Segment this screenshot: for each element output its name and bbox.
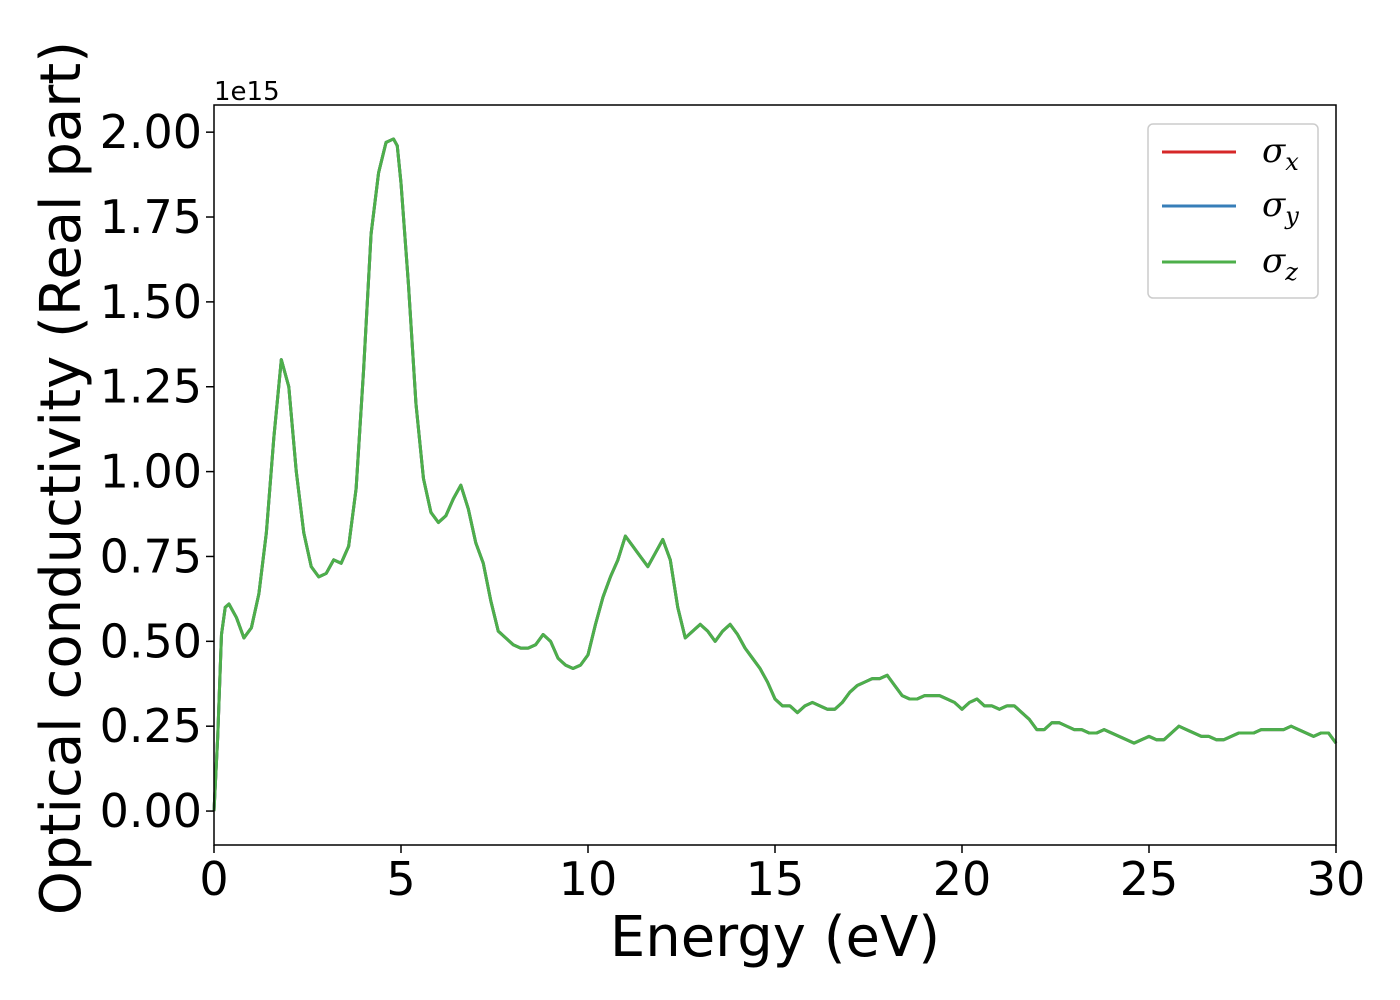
y-axis-label: Optical conductivity (Real part) xyxy=(29,41,94,915)
y-tick-label: 0.75 xyxy=(100,529,202,583)
x-tick-label: 10 xyxy=(559,852,618,906)
legend-label-x: σx xyxy=(1262,131,1299,176)
x-axis-label: Energy (eV) xyxy=(610,905,940,970)
y-axis-ticks: 0.00 0.25 0.50 0.75 1.00 1.25 1.50 1.75 2.00 xyxy=(100,105,214,838)
y-tick-label: 0.00 xyxy=(100,784,202,838)
x-tick-label: 20 xyxy=(933,852,992,906)
y-tick-label: 2.00 xyxy=(100,105,202,159)
legend: σx σy σz xyxy=(1147,123,1319,299)
legend-box xyxy=(1147,123,1319,299)
y-tick-label: 0.25 xyxy=(100,699,202,753)
legend-label-z: σz xyxy=(1262,241,1298,286)
y-tick-label: 1.75 xyxy=(100,190,202,244)
legend-label-y: σy xyxy=(1262,185,1299,230)
x-tick-label: 30 xyxy=(1307,852,1366,906)
series-line-z xyxy=(212,137,1338,812)
x-tick-label: 5 xyxy=(386,852,415,906)
y-tick-label: 1.00 xyxy=(100,445,202,499)
x-tick-label: 0 xyxy=(199,852,228,906)
y-tick-label: 1.25 xyxy=(100,360,202,414)
series-layer xyxy=(212,137,1338,812)
x-axis-ticks: 0 5 10 15 20 25 30 xyxy=(199,845,1365,906)
y-tick-label: 1.50 xyxy=(100,275,202,329)
x-tick-label: 25 xyxy=(1120,852,1179,906)
y-offset-label: 1e15 xyxy=(214,77,280,107)
y-tick-label: 0.50 xyxy=(100,614,202,668)
x-tick-label: 15 xyxy=(746,852,805,906)
